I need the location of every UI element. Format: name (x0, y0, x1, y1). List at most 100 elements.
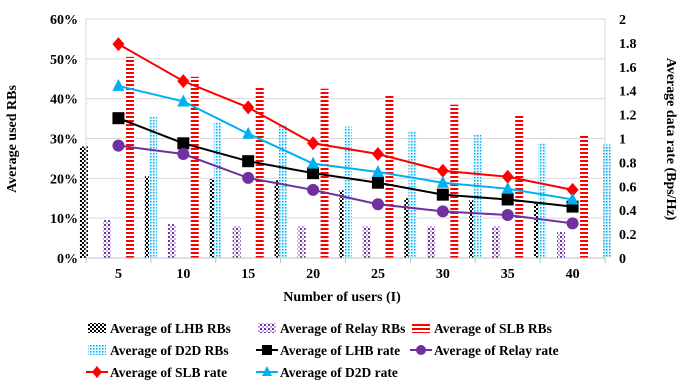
legend-marker (416, 345, 426, 355)
y-tick-label: 0% (57, 252, 78, 267)
legend-item: Average of Relay RBs (258, 321, 405, 336)
legend-swatch (88, 323, 106, 333)
legend-item: Average of LHB RBs (88, 321, 231, 336)
legend-item: Average of D2D rate (256, 365, 398, 380)
legend-marker (262, 366, 272, 376)
y-axis-title: Average used RBs (5, 85, 20, 193)
legend-item: Average of SLB rate (86, 365, 227, 380)
line-marker (566, 182, 579, 197)
legend-item: Average of Relay rate (410, 343, 559, 358)
y-tick-label: 20% (50, 172, 78, 187)
line-marker (436, 205, 449, 218)
line-marker (436, 163, 449, 178)
line-marker (242, 126, 255, 139)
y2-tick-label: 0.4 (619, 204, 637, 219)
bar (343, 126, 352, 258)
line-marker (307, 136, 320, 151)
legend-marker (92, 366, 102, 378)
y2-tick-label: 1.2 (619, 109, 637, 124)
line-marker (436, 175, 449, 188)
legend-label: Average of SLB RBs (434, 321, 552, 336)
bar (339, 190, 348, 258)
legend-item: Average of D2D RBs (88, 343, 229, 358)
legend-label: Average of D2D rate (280, 365, 398, 380)
bar (125, 56, 134, 258)
x-tick-label: 5 (115, 267, 122, 282)
line-marker (177, 94, 190, 107)
bar (603, 144, 612, 258)
y2-axis-title: Average data rate (Bps/Hz) (663, 58, 678, 221)
y2-tick-label: 0 (619, 252, 626, 267)
legend-marker (262, 345, 272, 355)
line-marker (307, 156, 320, 169)
legend-label: Average of Relay rate (434, 343, 559, 358)
bar (297, 226, 306, 258)
x-tick-label: 35 (501, 267, 515, 282)
line-marker (112, 37, 125, 52)
bar (274, 180, 283, 258)
line-marker (307, 167, 320, 180)
series-line (118, 117, 573, 208)
y-tick-label: 30% (50, 133, 78, 148)
bar (580, 134, 589, 258)
y2-tick-label: 0.6 (619, 180, 637, 195)
line-marker (371, 198, 384, 211)
bar (385, 94, 394, 258)
legend-swatch (88, 345, 106, 355)
x-tick-label: 40 (566, 267, 580, 282)
bar (538, 142, 547, 258)
bar (404, 198, 413, 258)
legend-label: Average of LHB RBs (110, 321, 231, 336)
legend-label: Average of Relay RBs (280, 321, 405, 336)
y2-tick-label: 1.4 (619, 85, 637, 100)
line-marker (242, 100, 255, 115)
bar (167, 224, 176, 258)
x-tick-label: 30 (436, 267, 450, 282)
y2-tick-label: 2 (619, 13, 626, 28)
bar (534, 202, 543, 258)
bar (190, 76, 199, 258)
bar (408, 130, 417, 258)
y2-tick-label: 0.8 (619, 156, 637, 171)
line-marker (501, 208, 514, 221)
line-marker (242, 171, 255, 184)
line-marker (501, 169, 514, 184)
bar (320, 88, 329, 258)
y-tick-label: 10% (50, 212, 78, 227)
line-marker (501, 193, 514, 206)
bar (492, 226, 501, 258)
bar (213, 122, 222, 258)
bar (232, 226, 241, 258)
y2-tick-label: 1.8 (619, 37, 637, 52)
y-tick-label: 50% (50, 53, 78, 68)
line-marker (371, 147, 384, 162)
legend-label: Average of D2D RBs (110, 343, 229, 358)
bar (557, 232, 566, 258)
y2-tick-label: 0.2 (619, 228, 637, 243)
bar (427, 226, 436, 258)
line-marker (566, 217, 579, 230)
bar (102, 220, 111, 258)
line-marker (371, 176, 384, 189)
bar (144, 176, 153, 258)
line-marker (436, 188, 449, 201)
y-tick-label: 40% (50, 93, 78, 108)
x-tick-label: 10 (176, 267, 190, 282)
bar (278, 124, 287, 258)
line-marker (501, 181, 514, 194)
line-marker (112, 112, 125, 125)
legend-item: Average of SLB RBs (412, 321, 552, 336)
y2-tick-label: 1 (619, 133, 626, 148)
line-marker (112, 78, 125, 91)
series-line (118, 144, 573, 225)
legend-label: Average of LHB rate (280, 343, 400, 358)
line-marker (242, 155, 255, 168)
legend-swatch (258, 323, 276, 333)
bar (255, 86, 264, 258)
legend-swatch (412, 323, 430, 333)
series-line (118, 84, 573, 201)
legend-item: Average of LHB rate (256, 343, 400, 358)
bar (469, 200, 478, 258)
line-marker (177, 74, 190, 89)
